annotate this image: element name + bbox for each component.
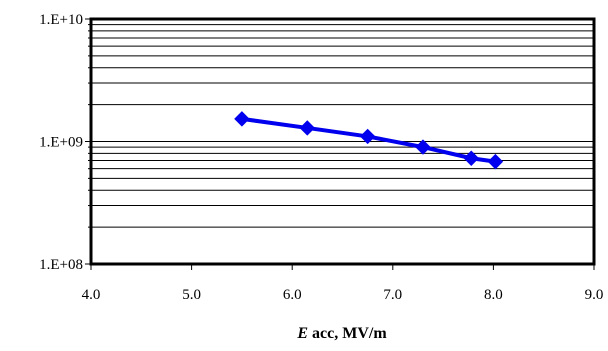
data-point-marker [234, 111, 250, 127]
x-axis: 4.0 5.0 6.0 7.0 8.0 9.0 [82, 264, 604, 303]
x-tick-label: 4.0 [82, 287, 101, 303]
x-tick-label: 9.0 [585, 287, 604, 303]
x-tick-label: 6.0 [283, 287, 302, 303]
x-tick-label: 8.0 [484, 287, 503, 303]
data-point-marker [359, 128, 376, 145]
x-tick-label: 7.0 [383, 287, 402, 303]
y-tick-label: 1.E+08 [39, 257, 83, 273]
y-tick-label: 1.E+10 [39, 12, 83, 28]
y-axis: 1.E+08 1.E+09 1.E+10 [39, 12, 91, 273]
data-point-marker [463, 150, 479, 166]
x-axis-label: E acc, MV/m [296, 325, 387, 342]
data-point-marker [299, 120, 315, 136]
y-tick-label: 1.E+09 [39, 135, 83, 151]
grid-lines [91, 24, 594, 228]
data-point-marker [415, 139, 431, 155]
x-tick-label: 5.0 [182, 287, 201, 303]
data-point-marker [487, 153, 504, 170]
series-group [234, 111, 504, 170]
